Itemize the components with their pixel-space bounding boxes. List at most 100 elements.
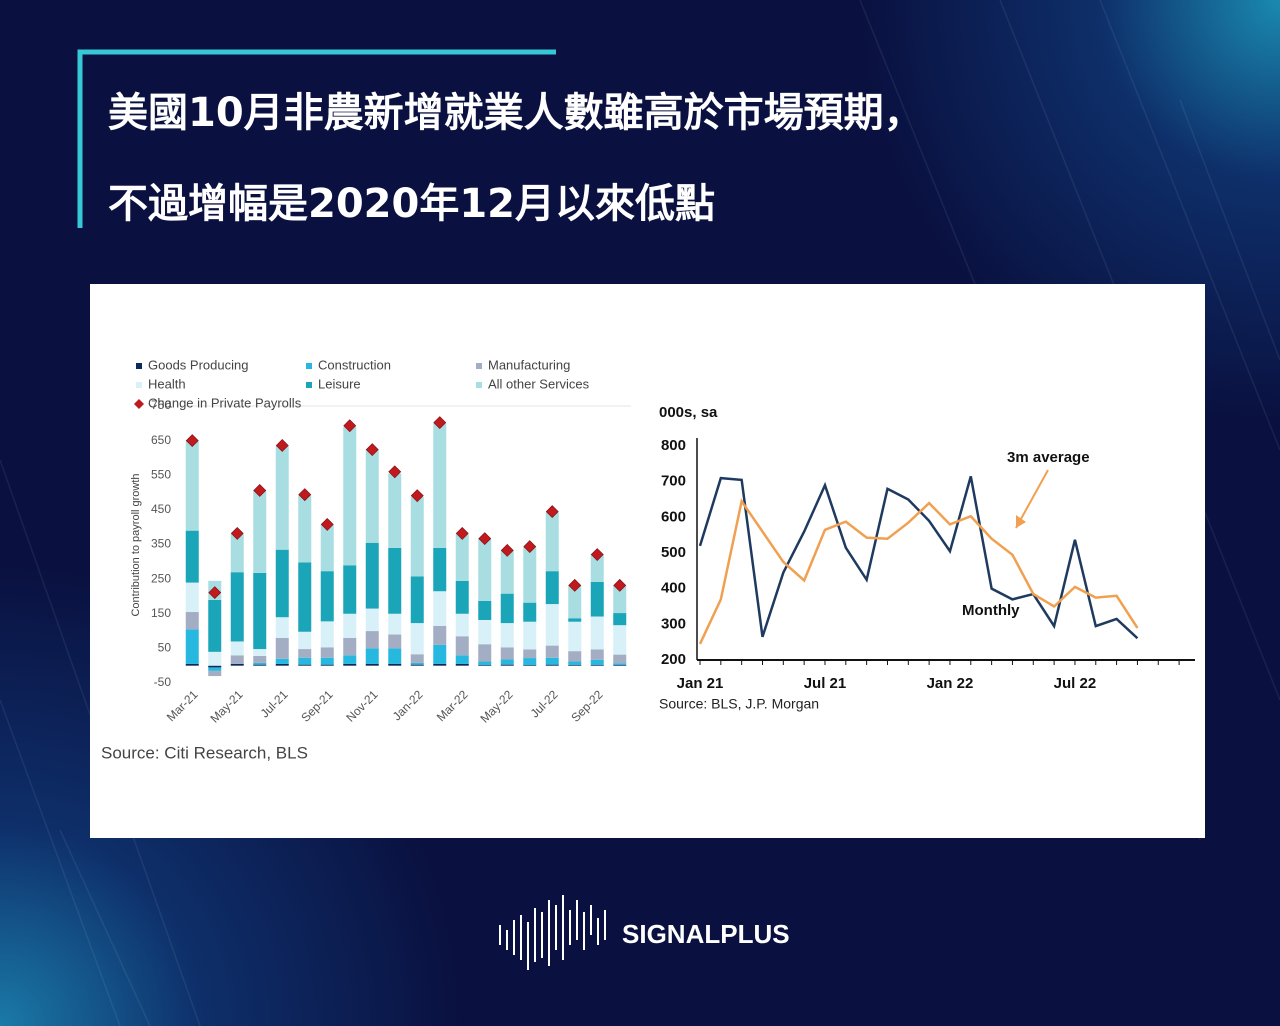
bar-segment [230, 655, 244, 664]
bar-segment [410, 662, 424, 665]
y-tick-label: 450 [151, 502, 171, 516]
bar-segment [478, 600, 492, 620]
y-tick-label: -50 [154, 675, 172, 689]
legend-swatch [476, 363, 482, 369]
y-tick-label: 600 [661, 508, 686, 525]
bar-segment [410, 664, 424, 666]
bar-segment [230, 641, 244, 656]
legend-label: All other Services [488, 376, 590, 391]
bar-segment [275, 445, 289, 550]
bar-segment [185, 629, 199, 664]
bar-segment [298, 494, 312, 563]
y-tick-label: 500 [661, 544, 686, 561]
bar-segment [455, 655, 469, 664]
bar-segment [275, 658, 289, 664]
series-label: 3m average [1007, 449, 1090, 466]
y-tick-label: 400 [661, 580, 686, 597]
arrow-head [1016, 515, 1026, 528]
bar-segment [523, 547, 537, 603]
legend-label: Goods Producing [148, 357, 248, 372]
bar-segment [590, 616, 604, 650]
bar-segment [590, 581, 604, 617]
bar-segment [455, 663, 469, 666]
y-tick-label: 700 [661, 473, 686, 490]
total-marker [298, 488, 312, 502]
bar-segment [365, 542, 379, 609]
bar-segment [500, 593, 514, 624]
bar-segment [275, 663, 289, 666]
title-line: 不過增幅是2020年12月以來低點 [108, 181, 715, 227]
total-marker [590, 548, 604, 561]
bar-segment [500, 659, 514, 665]
unit-label: 000s, sa [659, 404, 718, 421]
bar-segment [343, 663, 357, 666]
bar-segment [455, 580, 469, 614]
x-tick-label: Jan 21 [677, 675, 724, 692]
y-tick-label: 350 [151, 537, 171, 551]
bar-segment [410, 496, 424, 577]
bar-segment [320, 657, 334, 665]
bar-segment [590, 659, 604, 665]
bar-segment [320, 621, 334, 648]
bar-segment [388, 473, 402, 548]
bar-segment [253, 489, 267, 573]
y-tick-label: 650 [151, 433, 171, 447]
y-tick-label: 150 [151, 606, 171, 620]
y-axis-title: Contribution to payroll growth [130, 473, 142, 616]
source: Source: Citi Research, BLS [101, 743, 308, 762]
bar-segment [388, 634, 402, 649]
bar-segment [343, 613, 357, 638]
legend-swatch [136, 363, 142, 369]
bar-segment [545, 604, 559, 646]
bar-segment [433, 423, 447, 548]
y-tick-label: 250 [151, 571, 171, 585]
bar-segment [230, 534, 244, 573]
bar-segment [545, 645, 559, 658]
bar-segment [613, 654, 627, 664]
bar-segment [523, 658, 537, 665]
bar-segment [253, 572, 267, 650]
chart-left: -50 50 150 250 350 450 550 650 750 Contribution t… [101, 357, 631, 762]
line-series [698, 475, 1139, 640]
bar-segment [590, 649, 604, 660]
legend-swatch [306, 382, 312, 388]
total-marker [410, 489, 424, 503]
bar-segment [208, 651, 222, 666]
y-tick-label: 800 [661, 437, 686, 454]
bar-segment [253, 655, 267, 663]
bar-segment [185, 440, 199, 531]
bar-segment [365, 608, 379, 632]
bar-segment [253, 662, 267, 665]
bar-segment [523, 664, 537, 666]
source: Source: BLS, J.P. Morgan [659, 696, 819, 712]
bar-segment [230, 663, 244, 666]
total-marker [388, 465, 402, 479]
bar-segment [500, 550, 514, 594]
bar-segment [478, 619, 492, 645]
bar-segment [208, 665, 222, 668]
total-marker [253, 484, 267, 497]
bar-segment [320, 647, 334, 658]
annotation-arrow [1015, 469, 1049, 529]
bar-segment [185, 612, 199, 630]
total-marker [208, 586, 222, 600]
bar-segment [433, 644, 447, 664]
x-tick-label: Jul 22 [1054, 675, 1097, 692]
y-tick-label: 300 [661, 615, 686, 632]
total-marker [523, 540, 537, 554]
bar-segment [208, 599, 222, 652]
bar-segment [365, 663, 379, 666]
bar-segment [523, 602, 537, 622]
bar-segment [410, 623, 424, 655]
y-tick-label: 750 [151, 398, 171, 412]
bar-segment [545, 571, 559, 605]
bar-segment [433, 547, 447, 592]
bar-segment [433, 625, 447, 645]
bar-segment [500, 664, 514, 666]
bar-segment [500, 647, 514, 660]
bar-segment [298, 657, 312, 665]
total-marker [343, 419, 357, 433]
total-marker [568, 578, 582, 592]
